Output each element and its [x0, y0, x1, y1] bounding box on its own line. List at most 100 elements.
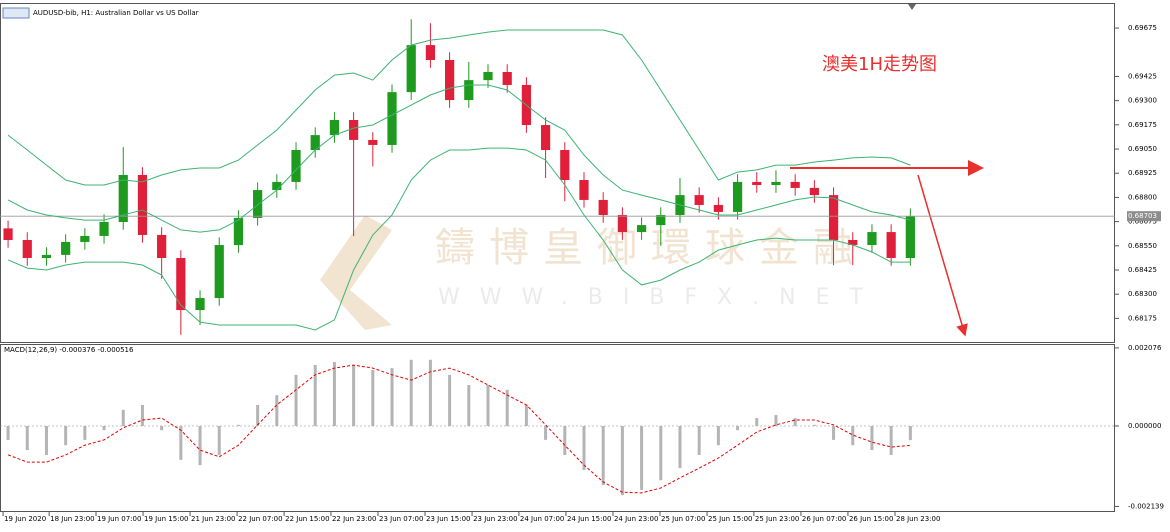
histogram-bar: [832, 425, 836, 440]
histogram-bar: [198, 425, 202, 466]
histogram-bar: [640, 425, 644, 490]
x-tick-label: 25 Jun 15:00: [708, 515, 752, 523]
candle-body: [809, 187, 819, 196]
histogram-bar: [716, 425, 720, 446]
y-tick-label: 0.69425: [1128, 72, 1157, 80]
histogram-bar: [601, 425, 605, 486]
y-tick-label: 0.69050: [1128, 145, 1157, 153]
candle-body: [828, 195, 839, 240]
last-price-label: 0.68703: [1128, 212, 1157, 220]
histogram-bar: [83, 425, 87, 440]
histogram-bar: [390, 368, 394, 426]
histogram-bar: [140, 404, 144, 426]
watermark: 鑄博皇御環球金融 WWW.BIBFX.NET: [320, 215, 883, 330]
candle-body: [445, 60, 455, 101]
candle-body: [886, 232, 896, 258]
y-tick-label: 0.69675: [1128, 24, 1157, 32]
x-tick-label: 22 Jun 15:00: [285, 515, 329, 523]
x-tick-label: 22 Jun 07:00: [238, 515, 282, 523]
x-tick-label: 26 Jun 15:00: [849, 515, 893, 523]
histogram-bar: [505, 389, 509, 426]
candle-body: [732, 181, 743, 212]
candle-body: [464, 80, 474, 101]
candle-body: [867, 232, 877, 246]
histogram-bar: [678, 425, 682, 469]
candle-body: [483, 72, 493, 81]
candle-body: [272, 181, 282, 191]
x-tick-label: 26 Jun 07:00: [802, 515, 846, 523]
y-tick-label: 0.68675: [1128, 218, 1157, 226]
x-tick-label: 22 Jun 23:00: [332, 515, 376, 523]
watermark-url: WWW.BIBFX.NET: [438, 285, 883, 310]
candle-body: [157, 234, 167, 258]
histogram-bar: [582, 425, 586, 470]
y-tick-label: 0.68300: [1128, 290, 1157, 298]
candle-body: [310, 135, 320, 150]
histogram-bar: [275, 395, 279, 426]
macd-panel-frame: [0, 344, 1115, 512]
chart-title: AUDUSD-bib, H1: Australian Dollar vs US …: [33, 9, 199, 17]
histogram-bar: [620, 425, 624, 496]
candle-body: [3, 228, 13, 240]
histogram-bar: [889, 425, 893, 455]
candle-body: [694, 195, 704, 205]
candle-body: [61, 241, 71, 255]
histogram-bar: [659, 425, 663, 481]
histogram-bar: [563, 425, 567, 455]
histogram-bar: [256, 404, 260, 426]
histogram-bar: [448, 374, 452, 426]
histogram-bar: [6, 425, 10, 440]
arrow: [917, 174, 968, 337]
histogram-bar: [313, 365, 317, 426]
y-tick-label: 0.69175: [1128, 121, 1157, 129]
candle-body: [905, 216, 915, 258]
band-line: [7, 29, 911, 186]
histogram-bar: [64, 425, 68, 446]
y-tick-label: 0.68550: [1128, 242, 1157, 250]
candle-body: [713, 204, 723, 212]
x-tick-label: 19 Jun 2020: [4, 515, 46, 523]
x-tick-label: 24 Jun 15:00: [567, 515, 611, 523]
candle-body: [656, 215, 666, 226]
histogram-bar: [236, 424, 240, 426]
histogram-bar: [812, 424, 816, 426]
histogram-bar: [121, 409, 125, 426]
y-tick-label: 0.68800: [1128, 193, 1157, 201]
x-tick-label: 28 Jun 23:00: [896, 515, 940, 523]
band-line: [7, 147, 911, 331]
histogram-bar: [428, 359, 432, 426]
candle-body: [80, 235, 90, 242]
shift-marker: [908, 4, 916, 10]
last-price-box: [1127, 211, 1161, 222]
y-tick-label: -0.002139: [1128, 502, 1164, 510]
y-tick-label: 0.68925: [1128, 169, 1157, 177]
y-tick-label: 0.68175: [1128, 314, 1157, 322]
histogram-bar: [755, 418, 759, 426]
candle-body: [598, 199, 608, 216]
x-tick-label: 23 Jun 15:00: [426, 515, 470, 523]
histogram-bar: [371, 369, 375, 426]
y-tick-label: 0.68425: [1128, 266, 1157, 274]
histogram-bar: [486, 384, 490, 426]
candle-body: [195, 298, 205, 311]
candle-body: [349, 120, 359, 140]
candle-body: [137, 174, 148, 235]
candle-body: [560, 150, 570, 180]
x-tick-label: 24 Jun 23:00: [614, 515, 658, 523]
candle-body: [752, 181, 762, 186]
candle-body: [771, 181, 781, 186]
histogram-bar: [44, 425, 48, 455]
x-tick-label: 19 Jun 07:00: [97, 515, 141, 523]
candle-body: [406, 45, 416, 93]
histogram-bar: [294, 374, 298, 426]
histogram-bar: [793, 418, 797, 426]
candle-body: [253, 190, 263, 218]
candle-body: [41, 254, 52, 258]
price-panel-frame: [0, 3, 1115, 343]
histogram-bar: [697, 425, 701, 455]
x-tick-label: 18 Jun 23:00: [50, 515, 94, 523]
x-tick-label: 24 Jun 07:00: [520, 515, 564, 523]
band-line: [7, 84, 911, 233]
x-tick-label: 23 Jun 07:00: [379, 515, 423, 523]
